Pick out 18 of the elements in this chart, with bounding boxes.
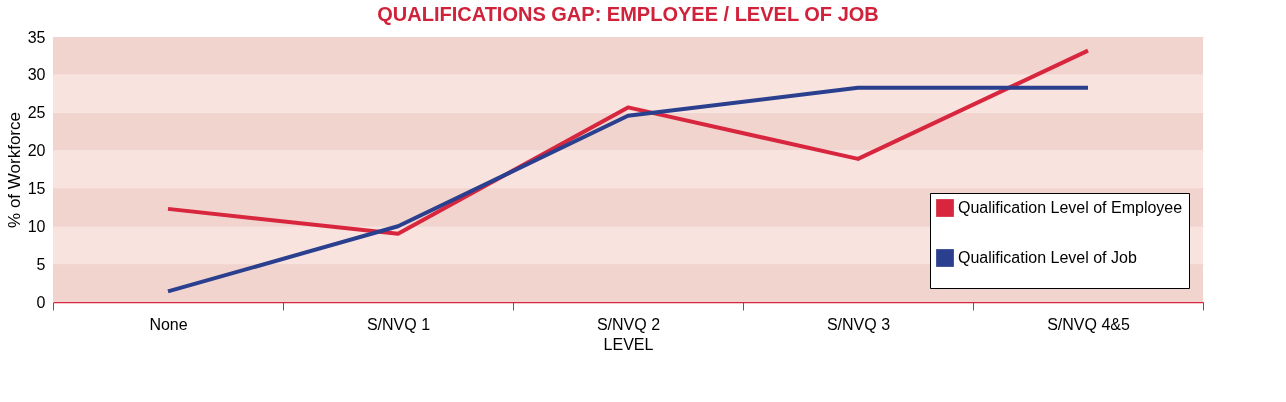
x-axis-title: LEVEL: [603, 335, 654, 353]
y-tick-label: 25: [27, 104, 46, 122]
y-tick-label: 15: [27, 179, 46, 197]
y-tick-label: 35: [27, 28, 46, 46]
legend-label: Qualification Level of Job: [958, 249, 1137, 266]
x-tick-label: S/NVQ 2: [596, 315, 661, 333]
y-tick-label: 20: [27, 142, 46, 160]
x-tick-label: S/NVQ 1: [366, 315, 431, 333]
y-tick-label: 10: [27, 217, 46, 235]
x-tick-label: S/NVQ 4&5: [1047, 315, 1130, 333]
y-tick-label: 30: [27, 66, 46, 84]
y-tick-label: 0: [36, 293, 46, 311]
x-tick-label: S/NVQ 3: [826, 315, 891, 333]
y-axis-title: % of Workforce: [4, 112, 24, 228]
x-tick-label: None: [149, 315, 188, 333]
legend-label: Qualification Level of Employee: [958, 199, 1183, 216]
chart-title: QUALIFICATIONS GAP: EMPLOYEE / LEVEL OF JOB: [377, 3, 879, 25]
y-tick-label: 5: [36, 255, 46, 273]
